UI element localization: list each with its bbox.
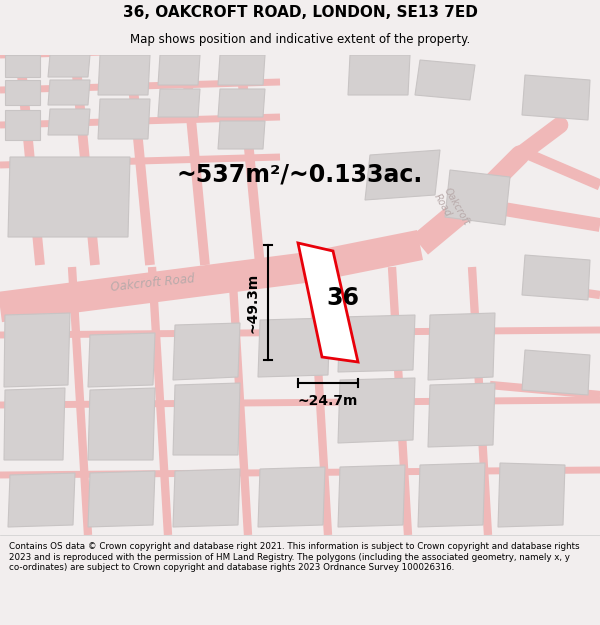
Text: 36, OAKCROFT ROAD, LONDON, SE13 7ED: 36, OAKCROFT ROAD, LONDON, SE13 7ED xyxy=(122,4,478,19)
Polygon shape xyxy=(418,463,485,527)
Polygon shape xyxy=(258,467,325,527)
Polygon shape xyxy=(445,170,510,225)
Polygon shape xyxy=(338,315,415,372)
Polygon shape xyxy=(173,323,240,380)
Polygon shape xyxy=(498,463,565,527)
Polygon shape xyxy=(365,150,440,200)
Polygon shape xyxy=(4,313,70,387)
Polygon shape xyxy=(4,388,65,460)
Polygon shape xyxy=(48,80,90,105)
Polygon shape xyxy=(5,80,40,105)
Polygon shape xyxy=(348,55,410,95)
Polygon shape xyxy=(5,55,40,77)
Polygon shape xyxy=(338,378,415,443)
Polygon shape xyxy=(415,60,475,100)
Polygon shape xyxy=(338,465,405,527)
Polygon shape xyxy=(218,55,265,85)
Polygon shape xyxy=(173,383,240,455)
Polygon shape xyxy=(218,89,265,117)
Polygon shape xyxy=(88,388,155,460)
Polygon shape xyxy=(8,473,75,527)
Polygon shape xyxy=(48,109,90,135)
Polygon shape xyxy=(522,255,590,300)
Polygon shape xyxy=(428,313,495,380)
Polygon shape xyxy=(522,75,590,120)
Polygon shape xyxy=(98,55,150,95)
Polygon shape xyxy=(158,89,200,117)
Text: ~49.3m: ~49.3m xyxy=(246,272,260,332)
Text: 36: 36 xyxy=(326,286,359,310)
Polygon shape xyxy=(522,350,590,395)
Polygon shape xyxy=(173,469,240,527)
Text: Oakcroft
Road: Oakcroft Road xyxy=(432,186,472,234)
Polygon shape xyxy=(428,383,495,447)
Polygon shape xyxy=(98,99,150,139)
Polygon shape xyxy=(8,157,130,237)
Polygon shape xyxy=(48,55,90,77)
Polygon shape xyxy=(298,243,358,362)
Polygon shape xyxy=(158,55,200,85)
Polygon shape xyxy=(5,110,40,140)
Polygon shape xyxy=(218,121,265,149)
Polygon shape xyxy=(258,318,330,377)
Polygon shape xyxy=(88,333,155,387)
Text: Oakcroft Road: Oakcroft Road xyxy=(110,272,196,294)
Polygon shape xyxy=(88,471,155,527)
Text: ~24.7m: ~24.7m xyxy=(298,394,358,408)
Text: Contains OS data © Crown copyright and database right 2021. This information is : Contains OS data © Crown copyright and d… xyxy=(9,542,580,572)
Text: Map shows position and indicative extent of the property.: Map shows position and indicative extent… xyxy=(130,33,470,46)
Text: ~537m²/~0.133ac.: ~537m²/~0.133ac. xyxy=(177,163,423,187)
